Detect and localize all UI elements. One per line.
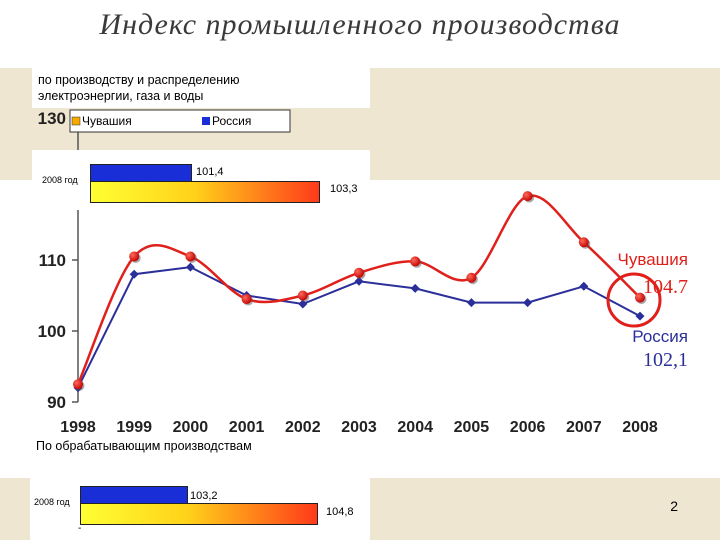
russia-point xyxy=(185,262,195,272)
y-tick-label: 110 xyxy=(39,251,66,270)
x-tick-label: 2001 xyxy=(229,419,265,436)
russia-point xyxy=(129,269,139,279)
inset-year-label-manufacturing: 2008 год xyxy=(34,497,70,507)
chuvashia-point xyxy=(73,379,83,390)
slide-title: Индекс промышленного производства xyxy=(99,8,621,41)
inset-year-label-energy: 2008 год xyxy=(42,175,78,185)
chuvashia-point xyxy=(410,256,421,267)
chuvashia-point xyxy=(354,267,364,278)
inset-caption-energy-line2: электроэнергии, газа и воды xyxy=(38,89,204,103)
russia-end-value: 102,1 xyxy=(643,349,688,371)
chuvashia-point xyxy=(466,272,477,283)
legend-swatch-chuvashia xyxy=(71,116,81,126)
legend: Чувашия Россия xyxy=(69,109,291,133)
inset-value-russia-energy: 101,4 xyxy=(196,166,224,178)
slide-number: 2 xyxy=(670,498,678,514)
chuvashia-end-value: 104.7 xyxy=(643,276,688,298)
x-tick-label: 1999 xyxy=(116,419,152,436)
russia-point xyxy=(579,281,589,291)
x-tick-label: 2004 xyxy=(397,419,433,436)
x-tick-label: 2005 xyxy=(454,419,490,436)
legend-label-russia: Россия xyxy=(212,114,251,128)
inset-bar-chuvashia-manufacturing xyxy=(80,503,318,525)
chuvashia-point xyxy=(129,251,140,262)
y-tick-label: 100 xyxy=(38,322,66,341)
inset-value-chuvashia-manufacturing: 104,8 xyxy=(326,506,354,518)
legend-label-chuvashia: Чувашия xyxy=(82,114,132,128)
x-tick-label: 2002 xyxy=(285,419,321,436)
russia-end-label: Россия xyxy=(632,327,688,346)
inset-tick-mark-manufacturing: - xyxy=(78,523,82,534)
legend-swatch-russia xyxy=(202,117,210,125)
x-tick-label: 2008 xyxy=(622,419,658,436)
x-tick-label: 2007 xyxy=(566,419,602,436)
inset-caption-manufacturing: По обрабатывающим производствам xyxy=(36,439,252,453)
chuvashia-point xyxy=(578,237,589,248)
inset-caption-energy-line1: по производству и распределению xyxy=(38,73,240,87)
inset-bar-russia-manufacturing xyxy=(80,486,188,504)
chuvashia-point xyxy=(522,191,533,202)
chuvashia-point xyxy=(297,290,308,301)
russia-point xyxy=(410,283,420,293)
chuvashia-point xyxy=(635,292,645,303)
x-tick-label: 2006 xyxy=(510,419,546,436)
chuvashia-end-label: Чувашия xyxy=(618,250,688,269)
x-tick-label: 1998 xyxy=(60,419,96,436)
inset-caption-energy-bg xyxy=(32,68,370,108)
x-tick-label: 2000 xyxy=(173,419,209,436)
x-tick-label: 2003 xyxy=(341,419,377,436)
highlight-circle-2008 xyxy=(606,272,662,328)
inset-bar-chuvashia-energy xyxy=(90,181,320,203)
russia-point xyxy=(466,298,476,308)
chuvashia-point xyxy=(241,294,252,305)
y-tick-label: 90 xyxy=(47,393,66,412)
russia-point xyxy=(635,311,645,321)
chuvashia-point xyxy=(185,251,196,262)
inset-value-russia-manufacturing: 103,2 xyxy=(190,490,218,502)
inset-bar-russia-energy xyxy=(90,164,192,182)
chuvashia-series-line xyxy=(76,194,641,385)
y-tick-label: 130 xyxy=(38,109,66,128)
inset-value-chuvashia-energy: 103,3 xyxy=(330,183,358,195)
russia-point xyxy=(523,298,533,308)
